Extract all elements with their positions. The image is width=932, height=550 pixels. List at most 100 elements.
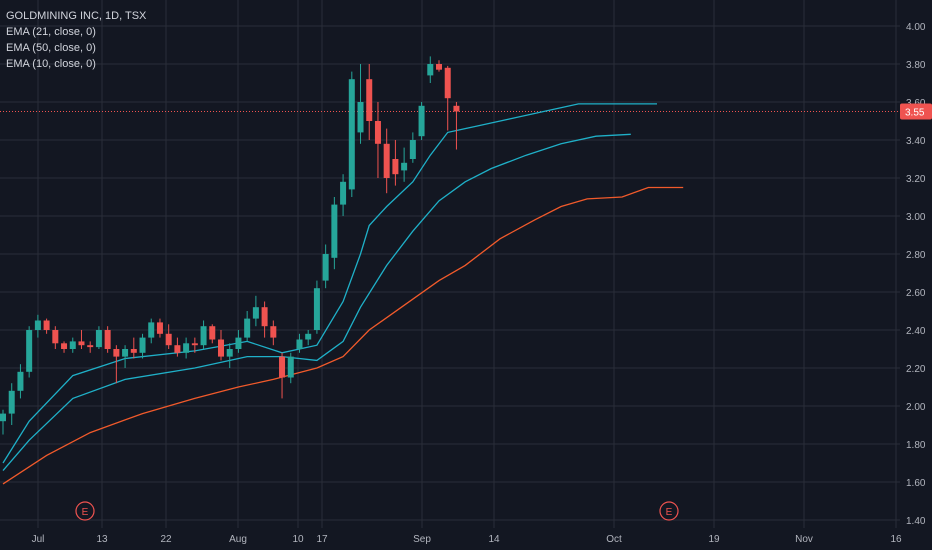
candle xyxy=(52,326,59,349)
candle-body xyxy=(322,254,329,281)
y-tick-label: 3.00 xyxy=(906,212,926,223)
candle xyxy=(78,330,85,349)
candle-body xyxy=(191,343,198,346)
candle xyxy=(383,128,390,194)
candle-body xyxy=(104,330,111,349)
candle xyxy=(43,318,50,334)
candle-body xyxy=(26,330,33,372)
candle-body xyxy=(8,390,15,414)
candle-body xyxy=(313,288,320,330)
time-axis[interactable]: Jul 13 22 Aug 10 17 Sep 14 Oct 19 Nov 16 xyxy=(32,534,902,545)
candle-body xyxy=(122,349,129,357)
y-tick-label: 2.20 xyxy=(906,364,926,375)
candle xyxy=(401,147,408,182)
x-tick-label: Aug xyxy=(229,534,247,545)
candle-body xyxy=(235,337,242,349)
ema50-line xyxy=(2,186,684,485)
legend-ema50[interactable]: EMA (50, close, 0) xyxy=(6,42,96,54)
candle xyxy=(148,318,155,344)
candle xyxy=(87,341,94,353)
candle-body xyxy=(427,64,434,76)
last-price-label: 3.55 xyxy=(905,108,925,119)
candle-body xyxy=(130,349,137,353)
ema21-line xyxy=(2,133,631,472)
candle xyxy=(331,197,338,270)
candle xyxy=(366,64,373,140)
candle-body xyxy=(357,102,364,133)
legend-ema10[interactable]: EMA (10, close, 0) xyxy=(6,58,96,70)
candle-body xyxy=(209,326,216,340)
legend-ema21[interactable]: EMA (21, close, 0) xyxy=(6,26,96,38)
x-tick-label: 13 xyxy=(96,534,108,545)
candle-body xyxy=(69,341,76,349)
candle xyxy=(244,311,251,342)
y-tick-label: 3.20 xyxy=(906,174,926,185)
candle xyxy=(340,174,347,216)
earnings-marker[interactable]: E xyxy=(75,501,95,521)
candle-body xyxy=(296,339,303,349)
candle xyxy=(418,102,425,140)
candle xyxy=(453,102,460,150)
last-price-badge xyxy=(900,103,932,120)
candle xyxy=(374,102,381,178)
earnings-marker-label: E xyxy=(82,507,89,518)
candle xyxy=(0,409,6,435)
price-axis[interactable]: 4.003.803.603.403.203.002.802.602.402.20… xyxy=(900,22,932,527)
candle xyxy=(218,330,224,361)
candle-body xyxy=(200,326,207,346)
x-tick-label: Nov xyxy=(795,534,813,545)
candle xyxy=(322,244,329,289)
candle xyxy=(270,320,277,346)
symbol-title[interactable]: GOLDMINING INC, 1D, TSX xyxy=(6,10,147,22)
candle-body xyxy=(401,162,408,171)
ema10-line xyxy=(2,103,657,464)
candle-body xyxy=(183,343,190,353)
candle xyxy=(409,132,416,163)
candle-body xyxy=(244,318,251,338)
candle xyxy=(427,56,434,83)
candle-body xyxy=(261,307,268,327)
x-tick-label: 17 xyxy=(316,534,328,545)
x-tick-label: Jul xyxy=(32,534,45,545)
candle xyxy=(61,341,68,353)
y-tick-label: 3.80 xyxy=(906,60,926,71)
candle-body xyxy=(156,322,163,334)
candle-body xyxy=(139,337,146,353)
y-tick-label: 2.60 xyxy=(906,288,926,299)
candle-body xyxy=(226,349,233,357)
candle-body xyxy=(87,345,94,348)
x-tick-label: Oct xyxy=(606,534,622,545)
candle xyxy=(69,337,76,353)
earnings-marker[interactable]: E xyxy=(659,501,679,521)
candle xyxy=(113,345,120,384)
y-tick-label: 2.40 xyxy=(906,326,926,337)
x-tick-label: 19 xyxy=(708,534,720,545)
candle xyxy=(252,295,259,327)
candle-body xyxy=(113,349,120,357)
candle-body xyxy=(165,333,172,346)
candle-body xyxy=(374,121,381,144)
candle xyxy=(235,330,242,353)
candle xyxy=(130,337,137,359)
candle-body xyxy=(436,64,442,70)
candle-body xyxy=(383,143,390,178)
y-tick-label: 4.00 xyxy=(906,22,926,33)
candle xyxy=(261,301,268,338)
candlesticks xyxy=(0,56,460,435)
candle-body xyxy=(348,79,355,190)
candle-body xyxy=(331,204,338,258)
y-tick-label: 1.40 xyxy=(906,516,926,527)
candle-body xyxy=(409,140,416,159)
earnings-marker-circle xyxy=(75,501,95,521)
candle-body xyxy=(0,413,6,422)
candle xyxy=(436,60,442,72)
candle xyxy=(444,65,451,131)
chart-legend: GOLDMINING INC, 1D, TSX EMA (21, close, … xyxy=(6,8,146,72)
candle xyxy=(156,318,163,338)
y-tick-label: 1.60 xyxy=(906,478,926,489)
candle xyxy=(139,333,146,359)
candle-body xyxy=(305,333,312,340)
